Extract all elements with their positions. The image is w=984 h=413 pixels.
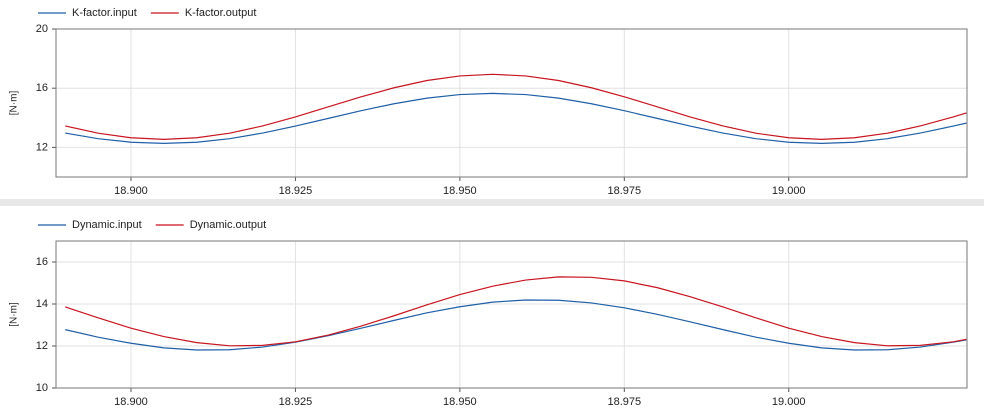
x-tick-label: 18.950 xyxy=(443,396,477,408)
y-axis-label: [N·m] xyxy=(9,91,20,116)
y-axis-label: [N·m] xyxy=(9,302,20,327)
y-tick-label: 12 xyxy=(36,141,48,153)
y-tick-label: 16 xyxy=(36,256,48,268)
plot-frame xyxy=(55,28,968,178)
x-tick-label: 18.975 xyxy=(607,185,641,197)
y-tick-label: 10 xyxy=(36,382,48,394)
y-tick-label: 14 xyxy=(36,298,48,310)
y-tick-label: 12 xyxy=(36,340,48,352)
plot-frame xyxy=(55,240,968,389)
x-tick-label: 18.975 xyxy=(607,396,641,408)
legend-label: K-factor.output xyxy=(185,7,257,19)
y-tick-label: 16 xyxy=(36,82,48,94)
x-tick-label: 18.925 xyxy=(279,396,313,408)
legend-label: Dynamic.output xyxy=(190,219,266,231)
plot-area xyxy=(56,241,967,388)
series-line xyxy=(65,299,967,351)
panel-separator xyxy=(0,199,984,206)
x-tick-label: 19.000 xyxy=(772,396,806,408)
series-line xyxy=(65,92,967,145)
plot-area xyxy=(56,29,967,177)
legend-label: K-factor.input xyxy=(72,7,137,19)
series-line xyxy=(65,73,967,141)
x-tick-label: 19.000 xyxy=(772,185,806,197)
x-tick-label: 18.925 xyxy=(279,185,313,197)
legend-label: Dynamic.input xyxy=(72,219,142,231)
x-tick-label: 18.900 xyxy=(114,396,148,408)
x-tick-label: 18.900 xyxy=(114,185,148,197)
series-line xyxy=(65,276,967,347)
y-tick-label: 20 xyxy=(36,23,48,35)
x-tick-label: 18.950 xyxy=(443,185,477,197)
